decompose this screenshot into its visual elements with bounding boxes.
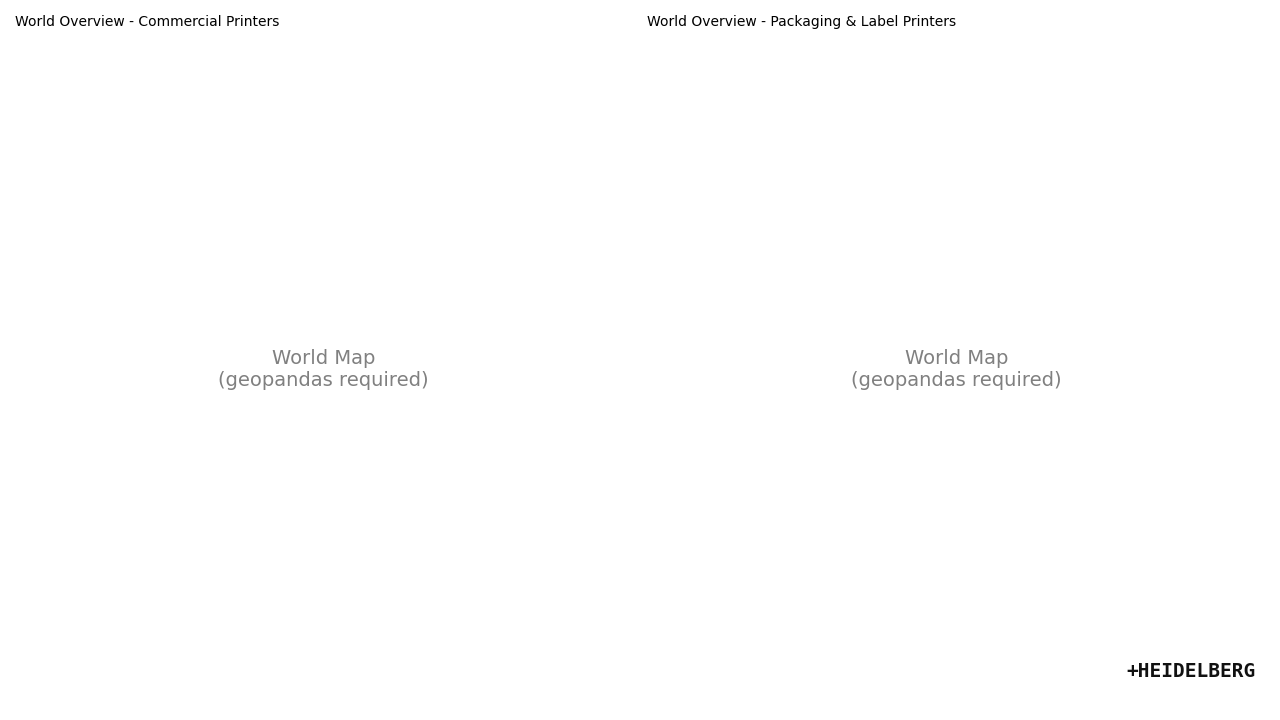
- Text: World Map
(geopandas required): World Map (geopandas required): [219, 349, 429, 390]
- Text: +HEIDELBERG: +HEIDELBERG: [1126, 662, 1256, 681]
- Text: World Overview - Packaging & Label Printers: World Overview - Packaging & Label Print…: [648, 15, 956, 29]
- Text: World Map
(geopandas required): World Map (geopandas required): [851, 349, 1061, 390]
- Text: World Overview - Commercial Printers: World Overview - Commercial Printers: [15, 15, 279, 29]
